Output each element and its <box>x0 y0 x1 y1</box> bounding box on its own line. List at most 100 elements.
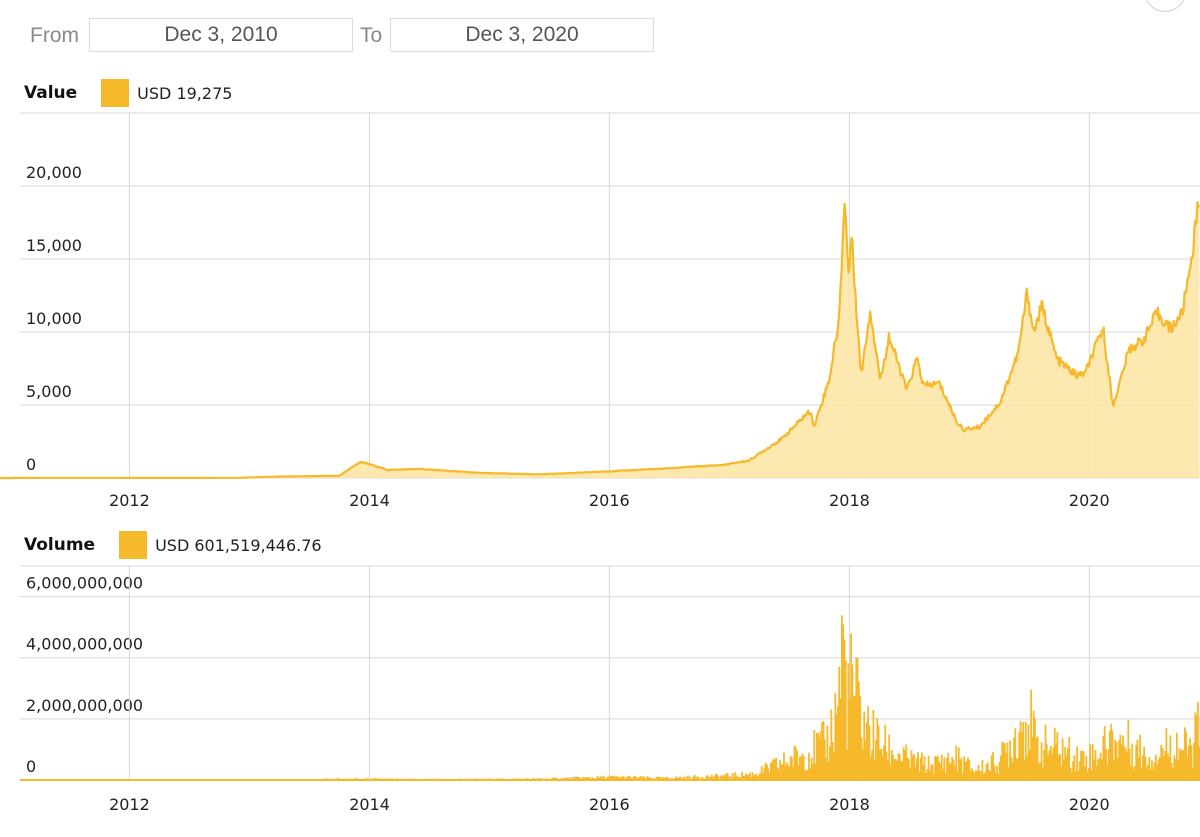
volume-bar <box>777 769 780 780</box>
volume-bar <box>596 775 599 780</box>
volume-bar <box>1112 760 1115 780</box>
volume-bar <box>932 774 935 780</box>
volume-bar <box>818 737 821 780</box>
volume-bar <box>584 777 587 780</box>
volume-bar <box>700 777 703 780</box>
volume-bar <box>930 764 933 780</box>
volume-bar <box>939 764 942 780</box>
volume-bar <box>897 753 900 780</box>
volume-bar <box>758 774 760 780</box>
volume-bar <box>1114 739 1117 780</box>
volume-bar <box>902 747 905 780</box>
x-tick-label: 2018 <box>829 491 870 510</box>
volume-bar <box>1103 725 1106 780</box>
volume-bar <box>992 751 994 780</box>
volume-bar <box>879 749 881 780</box>
volume-bar <box>852 696 855 780</box>
volume-bar <box>1144 756 1147 780</box>
volume-bar <box>639 776 642 780</box>
volume-bar <box>964 761 967 780</box>
volume-bar <box>754 774 756 780</box>
volume-bar <box>1019 721 1022 780</box>
volume-bar <box>910 750 913 780</box>
volume-bar <box>959 760 961 780</box>
volume-bar <box>1107 749 1110 780</box>
volume-bar <box>1126 751 1128 780</box>
volume-bar <box>1140 768 1143 780</box>
volume-bar <box>633 775 636 780</box>
volume-bar <box>851 664 854 780</box>
volume-bar <box>940 754 943 780</box>
volume-bar <box>1174 758 1177 780</box>
volume-bar <box>567 777 570 780</box>
volume-bar <box>1051 753 1053 780</box>
volume-bar <box>834 692 837 780</box>
volume-bar <box>976 770 979 780</box>
volume-bar <box>712 777 714 780</box>
volume-bar <box>738 776 741 780</box>
volume-bar <box>783 752 785 780</box>
volume-bar <box>733 777 735 780</box>
volume-bar <box>1045 744 1048 780</box>
volume-bar <box>994 772 997 780</box>
volume-bar <box>1024 722 1027 780</box>
volume-bar <box>911 755 914 780</box>
volume-bar <box>647 777 650 780</box>
from-date-input[interactable]: Dec 3, 2010 <box>89 18 353 52</box>
volume-bar <box>972 770 975 780</box>
volume-bar <box>998 761 1001 780</box>
volume-bar <box>893 759 896 780</box>
volume-bar <box>822 720 825 780</box>
volume-bar <box>971 768 973 780</box>
volume-bar <box>586 777 588 780</box>
volume-bar <box>922 764 925 780</box>
volume-bar <box>865 722 868 780</box>
volume-bar <box>968 760 971 780</box>
volume-bar <box>1069 767 1072 780</box>
volume-bar <box>1136 739 1139 780</box>
volume-bar <box>1021 732 1023 780</box>
volume-bar <box>913 754 915 780</box>
volume-bar <box>817 732 820 780</box>
volume-bar <box>638 777 641 780</box>
volume-bar <box>685 775 688 780</box>
chart-panel-1: 0 2,000,000,000 4,000,000,000 6,000,000,000… <box>20 565 1200 814</box>
volume-bar <box>1017 758 1019 780</box>
volume-bar <box>597 777 600 780</box>
volume-bar <box>1148 757 1151 780</box>
volume-bar <box>1081 750 1084 780</box>
volume-bar <box>1123 746 1126 780</box>
volume-bar <box>655 776 658 780</box>
volume-bar <box>1003 743 1006 780</box>
to-date-input[interactable]: Dec 3, 2020 <box>390 18 654 52</box>
volume-bar <box>869 756 872 780</box>
y-tick-label: 0 <box>26 757 36 776</box>
volume-bar <box>884 724 887 780</box>
x-tick-label: 2012 <box>109 795 150 814</box>
volume-bar <box>1039 762 1042 780</box>
volume-bar <box>600 775 603 780</box>
volume-bar <box>759 772 762 780</box>
volume-bar <box>1044 724 1047 780</box>
volume-bar <box>961 773 964 780</box>
volume-bar <box>588 777 591 780</box>
volume-bar <box>960 757 963 780</box>
volume-bar <box>830 709 833 780</box>
volume-bar <box>927 755 930 780</box>
volume-bar <box>725 773 728 780</box>
volume-legend-title: Volume <box>24 535 96 555</box>
volume-bar <box>735 775 738 780</box>
volume-bar <box>1067 748 1069 780</box>
volume-bar <box>714 773 717 780</box>
volume-bar <box>1076 746 1078 780</box>
volume-bar <box>605 777 608 780</box>
volume-bar <box>1110 723 1113 780</box>
volume-bar <box>746 774 749 780</box>
volume-bar <box>658 776 661 780</box>
volume-bar <box>1095 766 1098 780</box>
volume-bar <box>717 775 720 780</box>
volume-bar <box>925 773 927 780</box>
volume-bar <box>741 771 743 780</box>
volume-bar <box>1030 689 1032 780</box>
volume-bar <box>1027 724 1030 780</box>
